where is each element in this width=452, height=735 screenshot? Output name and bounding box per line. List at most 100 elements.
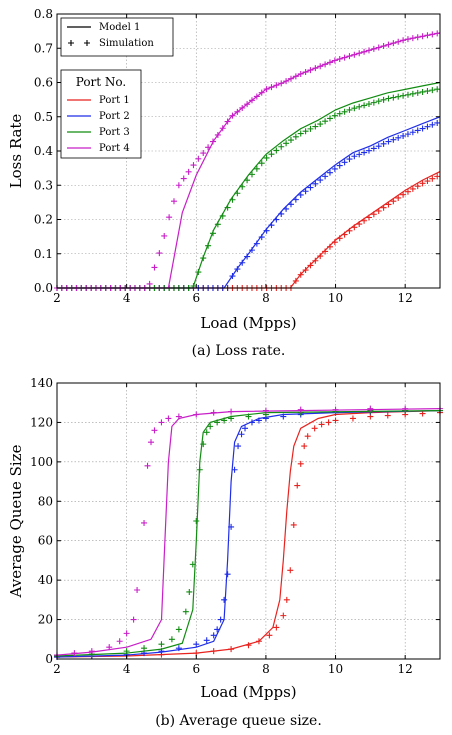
chart1-legend-style-box <box>60 17 174 57</box>
chart2-xtick-label-1: 4 <box>123 662 131 676</box>
chart2-xtick-label-5: 12 <box>398 662 413 676</box>
chart2-sim-point-1-17 <box>301 443 308 450</box>
chart1-sim-point-3-35 <box>224 204 231 211</box>
chart2-sim-point-4-21 <box>367 405 374 412</box>
chart2-sim-point-2-8 <box>210 632 217 639</box>
chart1-sim-point-4-50 <box>297 70 304 77</box>
chart2-sim-point-4-12 <box>158 419 165 426</box>
chart1-sim-point-4-68 <box>385 41 392 48</box>
chart1-legend-ports-title: Port No. <box>76 75 127 89</box>
chart2-model-line-2 <box>56 410 441 658</box>
chart1-sim-point-4-30 <box>200 150 207 157</box>
chart1-sim-point-4-73 <box>409 35 416 42</box>
chart1-sim-point-3-69 <box>390 94 397 101</box>
chart1-sim-point-4-21 <box>156 250 163 257</box>
chart1-legend-style-plus-swatch-1 <box>68 40 74 46</box>
chart1-sim-point-4-70 <box>395 38 402 45</box>
chart1-sim-point-3-40 <box>248 171 255 178</box>
chart2-sim-point-2-14 <box>231 466 238 473</box>
chart1-sim-point-3-46 <box>278 143 285 150</box>
chart1-sim-point-4-65 <box>370 45 377 52</box>
chart2-sim-point-2-16 <box>238 431 245 438</box>
chart2-sim-point-3-15 <box>214 419 221 426</box>
chart1-ytick-label-7: 0.7 <box>34 41 53 55</box>
chart1-xtick-label-1: 4 <box>123 291 131 305</box>
chart2-sim-point-4-3 <box>106 644 113 651</box>
chart1-sim-point-3-60 <box>346 106 353 113</box>
chart1-sim-point-4-39 <box>244 101 251 108</box>
chart1-sim-point-3-36 <box>229 196 236 203</box>
chart2-sim-point-4-16 <box>210 409 217 416</box>
chart1-sim-point-2-63 <box>361 149 368 156</box>
chart1-sim-point-2-59 <box>341 159 348 166</box>
chart1-sim-point-4-67 <box>380 43 387 50</box>
chart1-sim-point-2-45 <box>273 216 280 223</box>
chart1-sim-point-2-78 <box>434 119 441 126</box>
chart2-sim-point-2-18 <box>248 419 255 426</box>
chart1-sim-point-4-71 <box>400 37 407 44</box>
chart1-sim-point-1-58 <box>336 235 343 242</box>
chart1-sim-point-4-37 <box>234 108 241 115</box>
chart1-sim-point-3-54 <box>317 121 324 128</box>
chart1-sim-point-4-22 <box>161 232 168 239</box>
chart1-sim-point-1-65 <box>370 211 377 218</box>
chart1-sim-point-2-40 <box>248 247 255 254</box>
chart1-xtick-label-0: 2 <box>53 291 61 305</box>
chart2-sim-point-1-23 <box>349 415 356 422</box>
chart2-sim-point-1-22 <box>332 417 339 424</box>
chart2-sim-point-3-9 <box>189 561 196 568</box>
chart2-sim-point-4-2 <box>88 648 95 655</box>
chart1-xtick-label-2: 6 <box>192 291 200 305</box>
chart2-series-port-3 <box>54 407 443 660</box>
chart2-sim-point-4-5 <box>123 630 130 637</box>
chart1-sim-point-1-54 <box>317 253 324 260</box>
chart1-x-axis-label: Load (Mpps) <box>200 314 296 332</box>
chart2-sim-point-3-16 <box>221 417 228 424</box>
chart1-sim-point-1-74 <box>414 183 421 190</box>
chart2-sim-point-2-9 <box>214 626 221 633</box>
chart1-sim-point-2-75 <box>419 125 426 132</box>
chart2-sim-point-2-11 <box>221 596 228 603</box>
chart1-sim-point-3-58 <box>336 110 343 117</box>
chart1-sim-point-4-45 <box>273 82 280 89</box>
chart1-sim-point-4-64 <box>365 47 372 54</box>
chart1-ytick-label-5: 0.5 <box>34 110 53 124</box>
chart1-sim-point-2-62 <box>356 151 363 158</box>
chart1-ytick-label-3: 0.3 <box>34 178 53 192</box>
chart2-xtick-label-0: 2 <box>53 662 61 676</box>
chart1-sim-point-4-62 <box>356 50 363 57</box>
chart2-sim-point-2-19 <box>255 417 262 424</box>
chart1-sim-point-4-34 <box>219 125 226 132</box>
chart1-sim-point-1-56 <box>326 243 333 250</box>
chart2-caption: (b) Average queue size. <box>155 713 322 729</box>
chart2-xtick-label-3: 8 <box>262 662 270 676</box>
chart1-ytick-label-2: 0.2 <box>34 213 53 227</box>
chart1-model-line-1 <box>57 171 441 289</box>
chart1-sim-point-4-44 <box>268 84 275 91</box>
chart2-sim-point-3-18 <box>245 413 252 420</box>
chart2-sim-point-3-12 <box>200 441 207 448</box>
chart1-sim-point-4-69 <box>390 40 397 47</box>
chart2-sim-point-4-13 <box>165 415 172 422</box>
chart1-sim-point-3-45 <box>273 147 280 154</box>
chart1-legend-ports-label-2: Port 3 <box>99 127 130 138</box>
chart1-sim-point-2-64 <box>365 147 372 154</box>
chart2-sim-point-3-4 <box>158 641 165 648</box>
chart1-sim-point-4-57 <box>331 57 338 64</box>
chart1-caption: (a) Loss rate. <box>192 343 286 359</box>
chart1-ytick-label-8: 0.8 <box>34 7 53 21</box>
chart1-sim-point-1-71 <box>400 191 407 198</box>
chart1-sim-point-3-29 <box>195 269 202 276</box>
chart1-sim-point-4-52 <box>307 67 314 74</box>
chart1-sim-point-1-67 <box>380 204 387 211</box>
chart1-sim-point-2-49 <box>292 196 299 203</box>
chart2-sim-point-2-17 <box>242 425 249 432</box>
chart1-xtick-label-3: 8 <box>262 291 270 305</box>
chart1-sim-point-2-58 <box>336 162 343 169</box>
chart1-sim-point-3-70 <box>395 93 402 100</box>
chart2-sim-point-4-1 <box>71 650 78 657</box>
chart1-sim-point-1-72 <box>404 188 411 195</box>
chart2-sim-point-1-12 <box>283 596 290 603</box>
chart1-sim-point-2-74 <box>414 127 421 134</box>
chart2-sim-point-4-20 <box>332 406 339 413</box>
